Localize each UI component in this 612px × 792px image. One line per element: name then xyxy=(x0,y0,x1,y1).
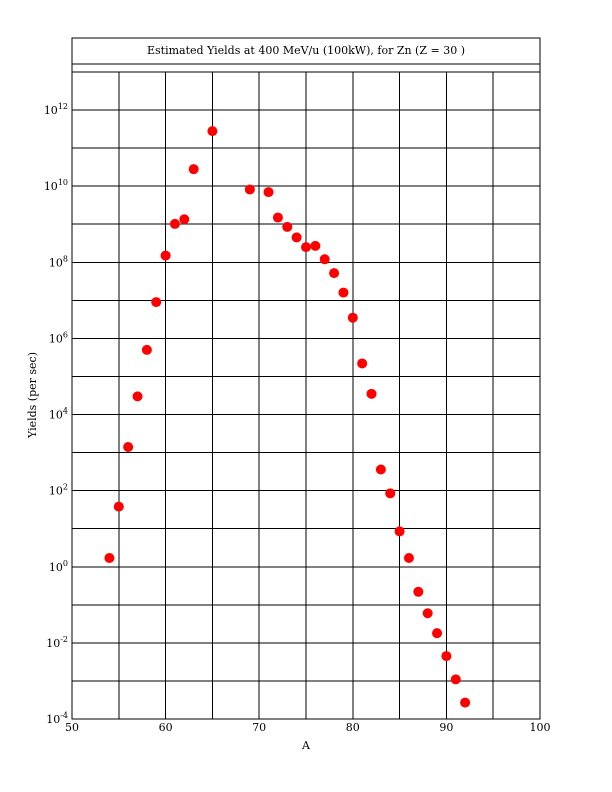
plot-area xyxy=(71,71,541,720)
data-point xyxy=(366,388,377,399)
data-point xyxy=(132,391,143,402)
x-axis-label: A xyxy=(301,739,311,752)
data-point xyxy=(422,608,433,619)
data-point xyxy=(188,164,199,175)
data-point xyxy=(329,268,340,279)
data-point xyxy=(338,287,349,298)
data-point xyxy=(357,358,368,369)
y-tick-label: 1010 xyxy=(44,178,68,193)
data-point xyxy=(282,221,293,232)
y-tick-label: 108 xyxy=(49,254,68,269)
y-axis-label: Yields (per sec) xyxy=(26,352,39,439)
data-point xyxy=(160,250,171,261)
y-tick-label: 10-4 xyxy=(46,711,68,726)
data-point xyxy=(432,628,443,639)
data-point xyxy=(301,242,311,253)
y-tick-label: 102 xyxy=(49,483,68,498)
data-point xyxy=(403,552,414,563)
data-point xyxy=(169,218,180,229)
y-tick-label: 10-2 xyxy=(46,635,68,650)
y-tick-label: 1012 xyxy=(44,102,68,117)
chart-title: Estimated Yields at 400 MeV/u (100kW), f… xyxy=(147,44,465,57)
data-point xyxy=(104,552,115,563)
data-point xyxy=(263,187,274,198)
data-point xyxy=(413,586,424,597)
data-point xyxy=(310,240,321,251)
x-tick-label: 60 xyxy=(159,721,173,734)
data-point xyxy=(291,232,302,243)
data-point xyxy=(319,254,330,265)
data-point xyxy=(141,344,152,355)
data-point xyxy=(347,312,358,323)
data-point xyxy=(460,697,471,708)
data-point xyxy=(123,442,134,453)
data-point xyxy=(179,214,190,225)
x-tick-label: 100 xyxy=(530,721,551,734)
y-tick-label: 104 xyxy=(49,407,68,422)
y-tick-labels: 10-4 10-2 100 102 104 106 108 1010 1012 xyxy=(44,102,68,726)
data-point xyxy=(441,651,452,662)
grid xyxy=(72,72,540,719)
data-point xyxy=(207,126,218,137)
data-point xyxy=(375,464,386,475)
x-tick-label: 90 xyxy=(439,721,453,734)
data-point xyxy=(385,488,396,499)
data-point xyxy=(394,526,405,537)
data-points xyxy=(104,126,471,708)
x-tick-labels: 50 60 70 80 90 100 xyxy=(65,721,551,734)
y-tick-label: 100 xyxy=(49,559,68,574)
x-tick-label: 50 xyxy=(65,721,79,734)
data-point xyxy=(244,184,255,195)
data-point xyxy=(113,501,124,512)
x-tick-label: 80 xyxy=(346,721,360,734)
data-point xyxy=(151,297,162,308)
data-point xyxy=(450,674,461,685)
y-tick-label: 106 xyxy=(49,330,68,345)
data-point xyxy=(272,212,283,223)
x-tick-label: 70 xyxy=(252,721,266,734)
